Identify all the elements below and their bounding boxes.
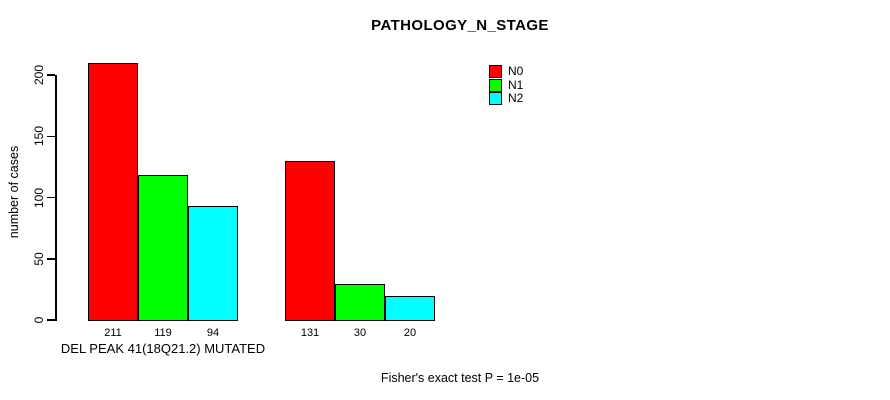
y-tick-mark	[47, 258, 55, 260]
y-tick-mark	[47, 196, 55, 199]
y-tick-mark	[47, 74, 55, 76]
legend-row-n1: N1	[489, 77, 524, 93]
y-tick-label: 150	[32, 126, 46, 147]
x-group-label: DEL PEAK 41(18Q21.2) MUTATED	[60, 341, 266, 356]
legend-label: N1	[508, 77, 524, 92]
legend: N0 N1 N2	[489, 65, 523, 106]
bar-value-label: 131	[300, 327, 320, 339]
chart-title: PATHOLOGY_N_STAGE	[371, 17, 549, 34]
legend-label: N0	[508, 64, 524, 79]
bar-n2-group1	[188, 206, 238, 321]
y-tick-mark	[47, 319, 55, 321]
bar-value-label: 119	[154, 327, 172, 339]
y-tick-label: 0	[32, 316, 46, 324]
y-tick-label: 100	[32, 187, 46, 208]
legend-swatch-n2	[489, 92, 502, 106]
y-tick-label: 200	[32, 64, 46, 86]
bar-n0-group2	[285, 161, 335, 321]
bar-value-label: 20	[403, 327, 417, 339]
legend-label: N2	[508, 91, 524, 106]
legend-swatch-n1	[489, 78, 502, 92]
legend-row-n2: N2	[489, 92, 523, 106]
bar-value-label: 30	[353, 327, 367, 339]
y-axis-line	[55, 75, 57, 321]
y-tick-label: 50	[32, 252, 46, 266]
y-tick-mark	[47, 135, 55, 137]
bar-n0-group1	[88, 63, 138, 321]
bar-n1-group1	[138, 175, 188, 321]
legend-swatch-n0	[489, 65, 502, 79]
bar-value-label: 94	[206, 327, 220, 339]
footnote: Fisher's exact test P = 1e-05	[380, 371, 540, 385]
bar-n1-group2	[335, 284, 385, 321]
bar-value-label: 211	[104, 327, 122, 339]
bar-n2-group2	[385, 296, 435, 321]
legend-row-n0: N0	[489, 65, 523, 79]
